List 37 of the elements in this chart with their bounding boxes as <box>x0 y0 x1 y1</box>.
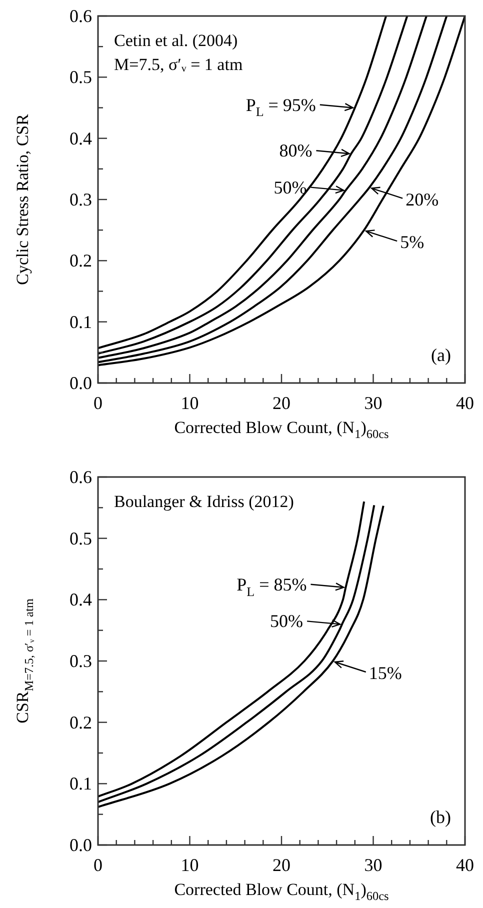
annotation: (a) <box>431 345 452 365</box>
y-tick-label: 0.0 <box>70 835 92 855</box>
annotation: 80% <box>279 140 312 161</box>
annotation: M=7.5, σ′ᵥ = 1 atm <box>114 55 243 74</box>
annotation: 50% <box>274 177 307 198</box>
x-tick-label: 30 <box>364 393 382 413</box>
annotation: Cetin et al. (2004) <box>114 31 238 50</box>
y-tick-label: 0.5 <box>70 528 92 548</box>
y-tick-label: 0.4 <box>70 128 92 148</box>
y-tick-label: 0.4 <box>70 590 92 610</box>
y-tick-label: 0.1 <box>70 774 92 794</box>
y-tick-label: 0.5 <box>70 67 92 88</box>
y-tick-label: 0.3 <box>70 190 92 210</box>
x-tick-label: 30 <box>364 855 382 875</box>
annotation: 50% <box>270 611 304 632</box>
annotation: 20% <box>406 189 439 210</box>
annotation: Boulanger & Idriss (2012) <box>114 492 294 511</box>
y-tick-label: 0.6 <box>70 467 92 487</box>
x-tick-label: 0 <box>94 393 102 413</box>
annotation: 15% <box>368 663 402 683</box>
y-axis-title: Cyclic Stress Ratio, CSR <box>13 113 32 285</box>
x-tick-label: 40 <box>456 393 474 413</box>
y-tick-label: 0.2 <box>70 712 92 732</box>
x-tick-label: 10 <box>180 393 199 413</box>
annotation: 5% <box>400 232 424 252</box>
y-axis-title: CSRM=7.5, σ′ᵥ = 1 atm <box>13 598 36 724</box>
x-tick-label: 0 <box>94 855 102 875</box>
x-tick-label: 10 <box>180 855 199 875</box>
y-tick-label: 0.1 <box>70 312 92 332</box>
x-tick-label: 20 <box>272 855 290 875</box>
annotation: (b) <box>430 807 452 827</box>
y-tick-label: 0.0 <box>70 373 92 393</box>
x-tick-label: 20 <box>272 393 290 413</box>
x-tick-label: 40 <box>456 855 474 875</box>
y-tick-label: 0.6 <box>70 6 92 26</box>
y-tick-label: 0.3 <box>70 651 92 671</box>
y-tick-label: 0.2 <box>70 250 92 271</box>
